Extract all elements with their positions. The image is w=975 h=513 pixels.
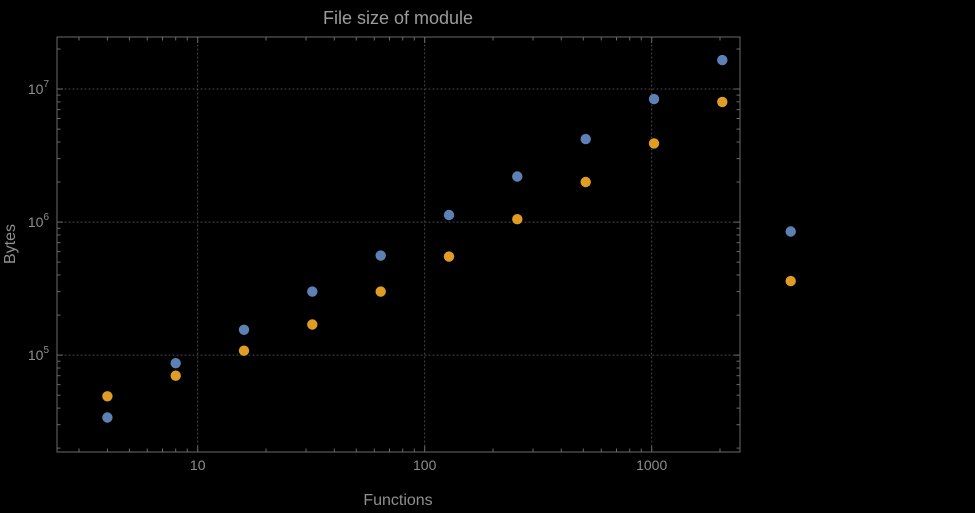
- data-point: [785, 275, 796, 287]
- data-points: [102, 54, 796, 423]
- data-point: [648, 138, 660, 149]
- data-point: [580, 133, 591, 145]
- data-point: [512, 171, 523, 182]
- data-point: [717, 96, 728, 108]
- y-axis-label: Bytes: [2, 224, 19, 264]
- series-orange: [102, 96, 796, 402]
- data-point: [102, 391, 113, 402]
- data-point: [307, 319, 318, 330]
- data-point: [443, 251, 455, 262]
- data-point: [307, 286, 318, 297]
- series-blue: [102, 54, 796, 423]
- data-point: [375, 250, 386, 261]
- x-tick-label: 10: [190, 457, 206, 473]
- data-point: [512, 214, 523, 225]
- axis-ticks: [57, 37, 740, 452]
- x-axis-label: Functions: [363, 492, 432, 509]
- data-point: [238, 324, 250, 335]
- data-point: [443, 209, 455, 221]
- data-point: [375, 286, 386, 297]
- y-tick-label: 107: [28, 79, 50, 97]
- data-point: [648, 93, 660, 105]
- x-tick-label: 1000: [636, 457, 667, 473]
- data-point: [785, 226, 796, 237]
- y-tick-label: 105: [28, 345, 50, 363]
- data-point: [238, 345, 250, 356]
- x-tick-label: 100: [413, 457, 437, 473]
- data-point: [170, 370, 181, 381]
- plot-frame: [56, 36, 741, 453]
- data-point: [170, 358, 181, 369]
- data-point: [717, 54, 728, 66]
- axis-tick-labels: 10 100 1000 105 106 107: [28, 79, 668, 473]
- gridlines: [56, 36, 741, 453]
- data-point: [102, 412, 113, 423]
- chart-title: File size of module: [323, 8, 473, 28]
- y-tick-label: 106: [28, 212, 50, 230]
- data-point: [580, 176, 591, 188]
